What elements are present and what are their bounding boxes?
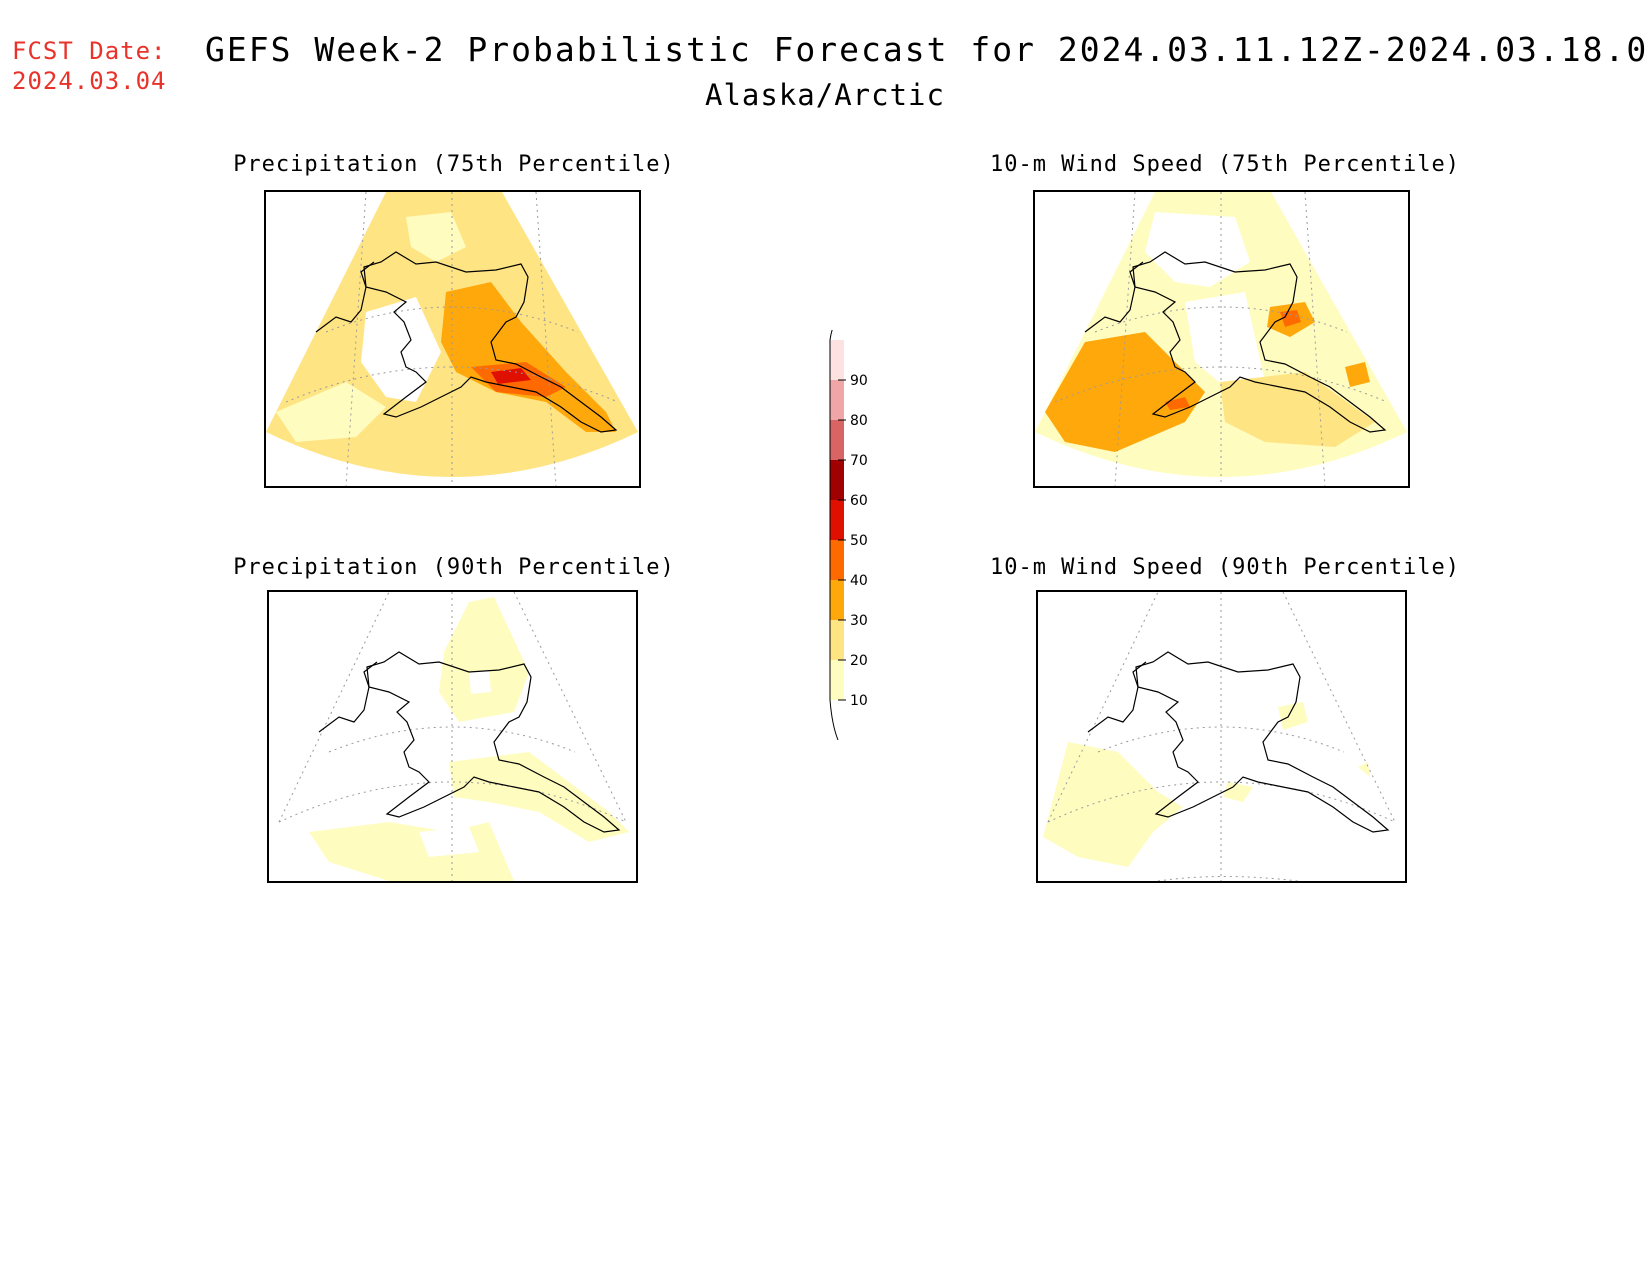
shade-10-20 bbox=[1043, 742, 1183, 867]
colorbar-swatch bbox=[830, 620, 844, 660]
panel-title-precip-90: Precipitation (90th Percentile) bbox=[233, 555, 675, 580]
colorbar-swatch bbox=[830, 460, 844, 500]
page-title: GEFS Week-2 Probabilistic Forecast for 2… bbox=[205, 30, 1650, 69]
alaska-coastline bbox=[363, 251, 618, 433]
colorbar-swatch bbox=[830, 420, 844, 460]
shade-20-30 bbox=[1220, 372, 1375, 447]
shade-none bbox=[1185, 292, 1265, 387]
shade-30-40 bbox=[1345, 362, 1370, 387]
colorbar-svg: 10 20 30 40 50 60 70 80 90 bbox=[829, 319, 868, 741]
map-panel-precip-90 bbox=[267, 590, 638, 883]
forecast-date-label: FCST Date: bbox=[12, 37, 167, 65]
shade-10-20 bbox=[1278, 702, 1308, 730]
colorbar-tick-label: 50 bbox=[850, 533, 868, 549]
shade-10-20 bbox=[406, 212, 466, 262]
shade-10-20 bbox=[449, 752, 629, 842]
shade-none bbox=[419, 827, 479, 857]
panel-title-wind-75: 10-m Wind Speed (75th Percentile) bbox=[989, 152, 1461, 177]
shade-50-60 bbox=[491, 368, 531, 384]
map-panel-wind-75 bbox=[1033, 190, 1410, 488]
map-precip-90 bbox=[278, 592, 629, 881]
colorbar-swatch bbox=[830, 380, 844, 420]
colorbar-swatch bbox=[830, 340, 844, 380]
shade-10-20 bbox=[309, 822, 514, 881]
shade-none bbox=[469, 670, 491, 694]
colorbar-tick-label: 30 bbox=[850, 613, 868, 629]
colorbar-tail-bottom bbox=[829, 699, 839, 741]
colorbar-swatch bbox=[830, 580, 844, 620]
siberia-coastline bbox=[315, 261, 375, 333]
shade-40-50 bbox=[1165, 397, 1190, 410]
alaska-coastline bbox=[1132, 251, 1387, 433]
map-precip-75 bbox=[266, 192, 638, 486]
shade-10-20 bbox=[439, 597, 529, 722]
map-panel-wind-90 bbox=[1036, 590, 1407, 883]
map-wind-75 bbox=[1035, 192, 1407, 486]
map-panel-precip-75 bbox=[264, 190, 641, 488]
colorbar-tick-label: 80 bbox=[850, 413, 868, 429]
colorbar-swatch bbox=[830, 540, 844, 580]
shade-40-50 bbox=[1280, 310, 1301, 327]
forecast-date-value: 2024.03.04 bbox=[12, 67, 167, 95]
alaska-coastline bbox=[1135, 651, 1390, 833]
colorbar-tick-label: 40 bbox=[850, 573, 868, 589]
map-wind-90 bbox=[1043, 592, 1396, 881]
colorbar-tick-label: 70 bbox=[850, 453, 868, 469]
panel-title-wind-90: 10-m Wind Speed (90th Percentile) bbox=[989, 555, 1461, 580]
colorbar: 10 20 30 40 50 60 70 80 90 bbox=[820, 319, 880, 744]
siberia-coastline bbox=[318, 661, 378, 733]
panel-title-precip-75: Precipitation (75th Percentile) bbox=[233, 152, 675, 177]
shade-10-20 bbox=[1223, 782, 1253, 802]
siberia-coastline bbox=[1084, 261, 1144, 333]
colorbar-swatch bbox=[830, 500, 844, 540]
colorbar-tick-label: 90 bbox=[850, 373, 868, 389]
forecast-date-block: FCST Date: 2024.03.04 bbox=[12, 36, 167, 96]
shade-10-20 bbox=[1358, 762, 1370, 777]
region-subtitle: Alaska/Arctic bbox=[705, 78, 945, 112]
alaska-coastline bbox=[366, 651, 621, 833]
shade-30-40 bbox=[441, 282, 616, 432]
shade-30-40 bbox=[1045, 332, 1205, 452]
shade-10-20 bbox=[276, 382, 386, 442]
colorbar-tick-label: 60 bbox=[850, 493, 868, 509]
colorbar-tick-label: 10 bbox=[850, 693, 868, 709]
colorbar-swatch bbox=[830, 660, 844, 700]
colorbar-tick-label: 20 bbox=[850, 653, 868, 669]
shade-none bbox=[361, 297, 441, 402]
colorbar-tail-top bbox=[829, 319, 839, 341]
siberia-coastline bbox=[1087, 661, 1147, 733]
